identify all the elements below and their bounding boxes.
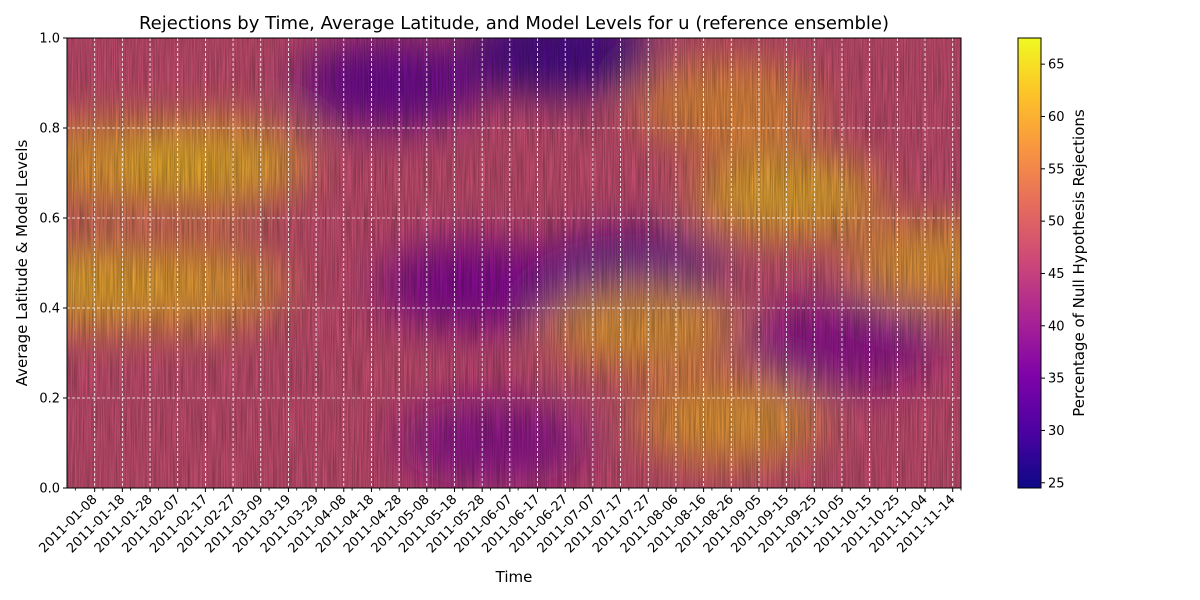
plot-area [67, 38, 961, 488]
x-axis: 2011-01-082011-01-182011-01-282011-02-07… [36, 488, 962, 556]
y-tick-label: 1.0 [39, 32, 60, 47]
colorbar-tick-label: 45 [1048, 267, 1065, 282]
colorbar: 25 30 35 40 45 50 55 60 65 Percentage of Null Hy… [1017, 37, 1088, 491]
colorbar-tick-label: 55 [1048, 162, 1065, 177]
y-axis: 0.0 0.2 0.4 0.6 0.8 1.0 [39, 32, 67, 497]
grid-lines [67, 38, 961, 488]
colorbar-ticks: 25 30 35 40 45 50 55 60 65 [1041, 58, 1065, 491]
colorbar-tick-label: 35 [1048, 372, 1065, 387]
heatmap-texture [67, 38, 961, 488]
y-tick-label: 0.0 [39, 482, 60, 497]
y-tick-label: 0.8 [39, 122, 60, 137]
colorbar-tick-label: 30 [1048, 424, 1065, 439]
chart-title: Rejections by Time, Average Latitude, an… [139, 13, 889, 34]
colorbar-tick-label: 40 [1048, 319, 1065, 334]
y-tick-label: 0.2 [39, 392, 60, 407]
y-tick-label: 0.6 [39, 212, 60, 227]
x-axis-title: Time [495, 568, 533, 586]
colorbar-gradient [1017, 37, 1042, 489]
colorbar-tick-label: 25 [1048, 476, 1065, 491]
colorbar-tick-label: 60 [1048, 110, 1065, 125]
colorbar-title: Percentage of Null Hypothesis Rejections [1070, 109, 1088, 417]
y-axis-title: Average Latitude & Model Levels [13, 140, 31, 387]
colorbar-tick-label: 65 [1048, 58, 1065, 73]
colorbar-tick-label: 50 [1048, 215, 1065, 230]
y-tick-label: 0.4 [39, 302, 60, 317]
plot-frame [66, 37, 962, 489]
